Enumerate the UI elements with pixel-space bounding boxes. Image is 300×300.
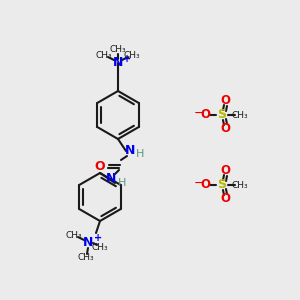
Text: CH₃: CH₃	[66, 232, 82, 241]
Text: S: S	[218, 178, 226, 191]
Text: +: +	[123, 54, 131, 64]
Text: CH₃: CH₃	[110, 46, 126, 55]
Text: O: O	[220, 94, 230, 107]
Text: O: O	[200, 178, 210, 191]
Text: O: O	[220, 164, 230, 178]
Text: CH₃: CH₃	[78, 254, 94, 262]
Text: O: O	[220, 122, 230, 136]
Text: H: H	[118, 178, 126, 188]
Text: −: −	[194, 176, 204, 190]
Text: O: O	[95, 160, 105, 173]
Text: O: O	[220, 193, 230, 206]
Text: N: N	[83, 236, 93, 250]
Text: CH₃: CH₃	[124, 52, 140, 61]
Text: +: +	[94, 233, 102, 243]
Text: N: N	[113, 56, 123, 70]
Text: S: S	[218, 109, 226, 122]
Text: CH₃: CH₃	[232, 181, 248, 190]
Text: N: N	[106, 172, 116, 185]
Text: N: N	[125, 145, 135, 158]
Text: CH₃: CH₃	[96, 52, 112, 61]
Text: H: H	[136, 149, 144, 159]
Text: CH₃: CH₃	[92, 242, 108, 251]
Text: CH₃: CH₃	[232, 110, 248, 119]
Text: O: O	[200, 109, 210, 122]
Text: −: −	[194, 106, 204, 119]
